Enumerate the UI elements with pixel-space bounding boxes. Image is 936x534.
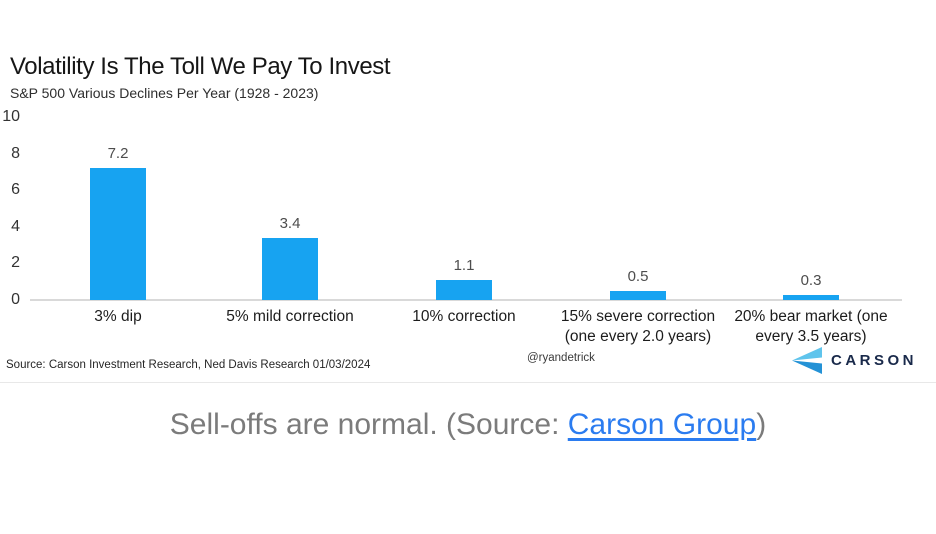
y-tick-label: 6 [11,181,20,199]
y-tick-label: 2 [11,254,20,272]
bar [262,237,318,300]
category-label: 15% severe correction (one every 2.0 yea… [560,308,716,345]
chart-title: Volatility Is The Toll We Pay To Invest [10,53,391,80]
y-tick-label: 4 [11,217,20,235]
x-axis-line [30,299,902,301]
caption-suffix: ) [756,408,767,441]
bar-value-label: 7.2 [107,145,129,163]
chart-subtitle: S&P 500 Various Declines Per Year (1928 … [10,85,319,101]
bar-value-label: 1.1 [453,256,475,274]
y-tick-label: 10 [2,108,20,125]
bar [783,294,839,300]
carson-logo-text: CARSON [831,352,918,369]
twitter-handle: @ryandetrick [527,352,595,364]
caption-text: Sell-offs are normal. (Source: [169,408,568,441]
bar-value-label: 0.5 [627,267,649,285]
volatility-chart-figure: Volatility Is The Toll We Pay To Invest … [0,53,936,383]
y-tick-label: 0 [11,291,20,308]
bar-value-label: 3.4 [279,214,301,232]
carson-chevron-icon [792,347,822,374]
source-note: Source: Carson Investment Research, Ned … [6,359,371,371]
carson-group-link[interactable]: Carson Group [567,408,757,441]
category-label: 5% mild correction [226,308,354,325]
category-label: 10% correction [412,308,516,325]
category-label: 20% bear market (one every 3.5 years) [734,308,888,345]
image-caption: Sell-offs are normal. (Source: Carson Gr… [170,400,766,534]
bar [436,279,492,300]
bar [610,290,666,300]
category-label: 3% dip [94,308,142,325]
y-tick-label: 8 [11,144,20,162]
bar [90,168,146,300]
carson-logo: CARSON [792,347,917,374]
caption-area: Sell-offs are normal. (Source: Carson Gr… [0,384,936,534]
bar-value-label: 0.3 [800,271,822,289]
